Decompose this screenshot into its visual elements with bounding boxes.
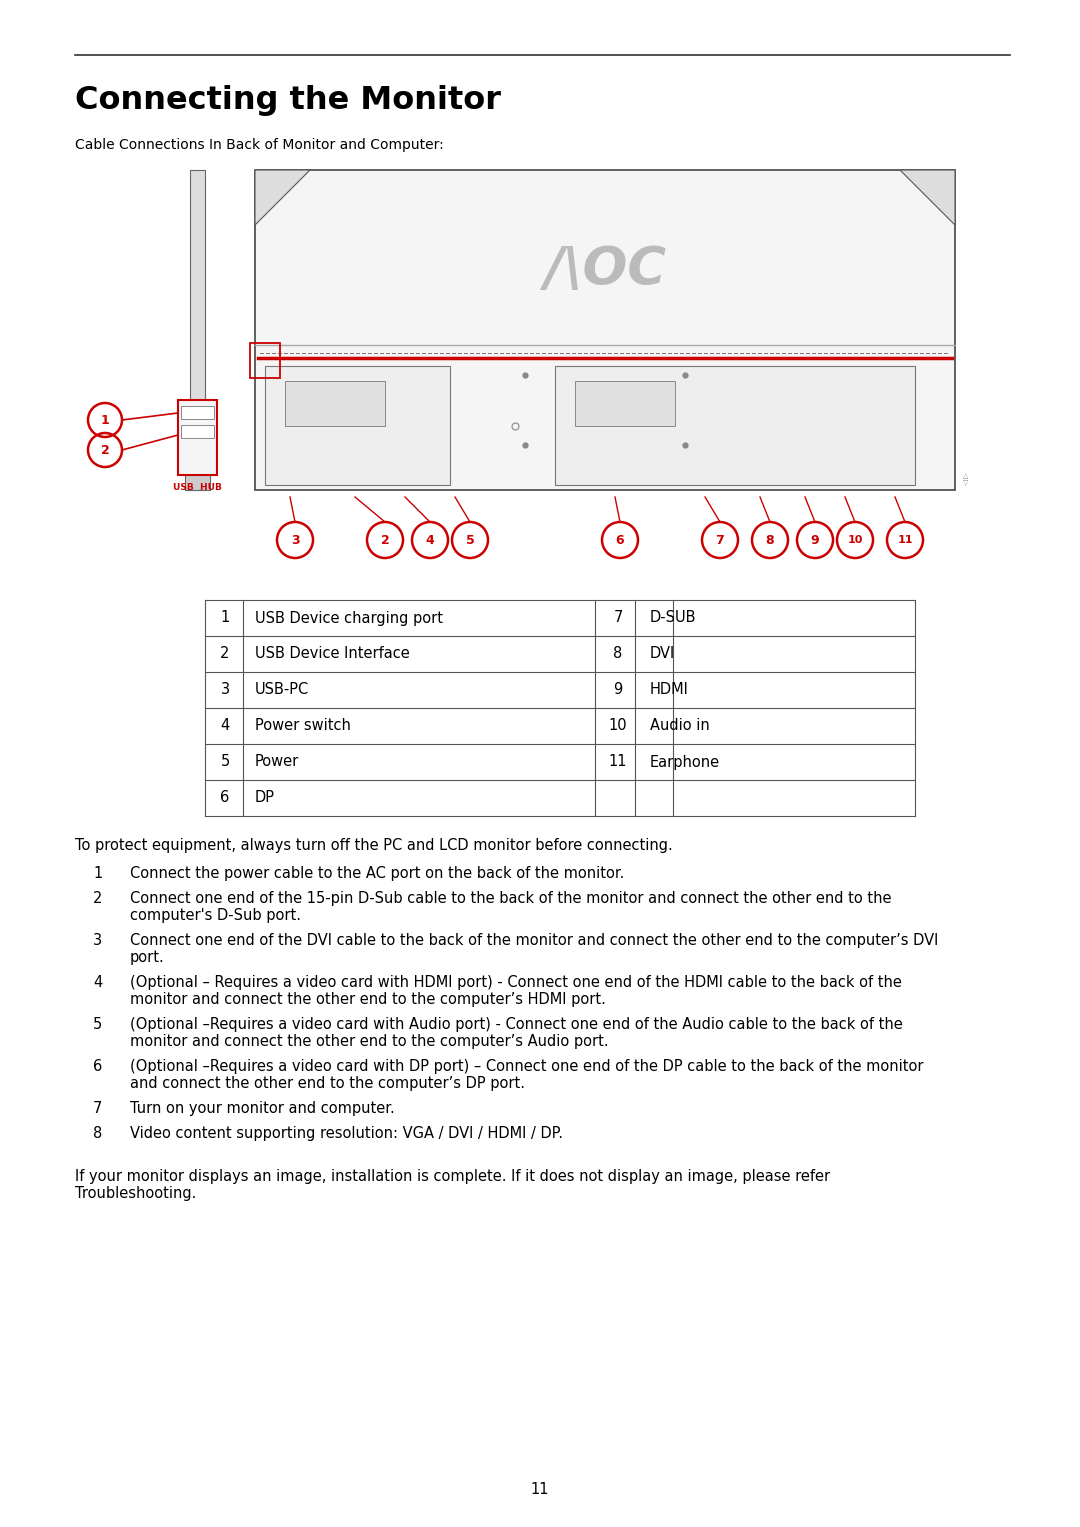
- Text: Power switch: Power switch: [255, 719, 351, 733]
- Text: 1: 1: [220, 611, 230, 626]
- Text: 7: 7: [716, 533, 725, 547]
- Text: USB  HUB: USB HUB: [173, 483, 221, 492]
- Bar: [265, 366, 450, 486]
- Circle shape: [87, 434, 122, 467]
- Text: 9: 9: [613, 683, 623, 698]
- Polygon shape: [255, 169, 310, 224]
- Text: 4: 4: [426, 533, 434, 547]
- Text: 10: 10: [848, 534, 863, 545]
- Bar: [249, 344, 280, 379]
- Text: Cable Connections In Back of Monitor and Computer:: Cable Connections In Back of Monitor and…: [75, 137, 444, 153]
- Bar: [181, 406, 214, 418]
- Text: D-SUB: D-SUB: [650, 611, 697, 626]
- Text: 5: 5: [93, 1017, 103, 1032]
- Text: 11: 11: [530, 1483, 550, 1498]
- Text: 11: 11: [897, 534, 913, 545]
- Bar: [255, 169, 955, 490]
- Bar: [181, 425, 214, 438]
- Text: Video content supporting resolution: VGA / DVI / HDMI / DP.: Video content supporting resolution: VGA…: [130, 1125, 563, 1141]
- Text: 7: 7: [613, 611, 623, 626]
- Text: 5: 5: [465, 533, 474, 547]
- Circle shape: [87, 403, 122, 437]
- Circle shape: [752, 522, 788, 557]
- Text: Power: Power: [255, 754, 299, 770]
- Text: 2: 2: [100, 443, 109, 457]
- Text: 1: 1: [93, 866, 103, 881]
- Circle shape: [837, 522, 873, 557]
- Text: 8: 8: [766, 533, 774, 547]
- Text: Connect the power cable to the AC port on the back of the monitor.: Connect the power cable to the AC port o…: [130, 866, 624, 881]
- Text: 6: 6: [93, 1060, 103, 1073]
- Circle shape: [276, 522, 313, 557]
- Text: 11: 11: [609, 754, 627, 770]
- Polygon shape: [900, 169, 955, 224]
- Text: Connect one end of the DVI cable to the back of the monitor and connect the othe: Connect one end of the DVI cable to the …: [130, 933, 939, 965]
- Circle shape: [702, 522, 738, 557]
- Text: 3: 3: [291, 533, 299, 547]
- Text: 6: 6: [220, 791, 230, 806]
- Circle shape: [602, 522, 638, 557]
- Bar: [185, 431, 210, 490]
- Circle shape: [797, 522, 833, 557]
- Text: Audio in: Audio in: [650, 719, 710, 733]
- Text: 3: 3: [93, 933, 103, 948]
- Text: 8: 8: [93, 1125, 103, 1141]
- Text: DP: DP: [255, 791, 275, 806]
- Circle shape: [887, 522, 923, 557]
- Text: 10: 10: [609, 719, 627, 733]
- Circle shape: [367, 522, 403, 557]
- Text: Connect one end of the 15-pin D-Sub cable to the back of the monitor and connect: Connect one end of the 15-pin D-Sub cabl…: [130, 890, 891, 924]
- Text: If your monitor displays an image, installation is complete. If it does not disp: If your monitor displays an image, insta…: [75, 1170, 831, 1202]
- Text: 4: 4: [220, 719, 230, 733]
- Text: (Optional –Requires a video card with DP port) – Connect one end of the DP cable: (Optional –Requires a video card with DP…: [130, 1060, 923, 1092]
- Bar: [575, 382, 675, 426]
- Text: Turn on your monitor and computer.: Turn on your monitor and computer.: [130, 1101, 395, 1116]
- Text: 3: 3: [220, 683, 230, 698]
- Text: 4: 4: [93, 976, 103, 989]
- Text: 7: 7: [93, 1101, 103, 1116]
- Text: 2: 2: [380, 533, 390, 547]
- Text: HDMI: HDMI: [650, 683, 689, 698]
- Text: Earphone: Earphone: [650, 754, 720, 770]
- Text: 2: 2: [93, 890, 103, 906]
- Bar: [285, 382, 384, 426]
- Text: USB-PC: USB-PC: [255, 683, 309, 698]
- Text: 9: 9: [811, 533, 820, 547]
- Text: DVI: DVI: [650, 646, 675, 661]
- Text: Connecting the Monitor: Connecting the Monitor: [75, 86, 501, 116]
- Circle shape: [453, 522, 488, 557]
- Text: /\OC: /\OC: [544, 244, 666, 296]
- Bar: [178, 400, 217, 475]
- Text: USB Device charging port: USB Device charging port: [255, 611, 443, 626]
- Text: 2: 2: [220, 646, 230, 661]
- Bar: [555, 366, 915, 486]
- Text: USB Device Interface: USB Device Interface: [255, 646, 409, 661]
- Text: 8: 8: [613, 646, 623, 661]
- Text: 6: 6: [616, 533, 624, 547]
- Circle shape: [411, 522, 448, 557]
- Text: 5: 5: [220, 754, 230, 770]
- Text: (Optional – Requires a video card with HDMI port) - Connect one end of the HDMI : (Optional – Requires a video card with H…: [130, 976, 902, 1008]
- Text: 1: 1: [100, 414, 109, 426]
- Bar: [190, 169, 205, 490]
- Text: △
▽: △ ▽: [963, 473, 969, 487]
- Text: (Optional –Requires a video card with Audio port) - Connect one end of the Audio: (Optional –Requires a video card with Au…: [130, 1017, 903, 1049]
- Text: To protect equipment, always turn off the PC and LCD monitor before connecting.: To protect equipment, always turn off th…: [75, 838, 673, 854]
